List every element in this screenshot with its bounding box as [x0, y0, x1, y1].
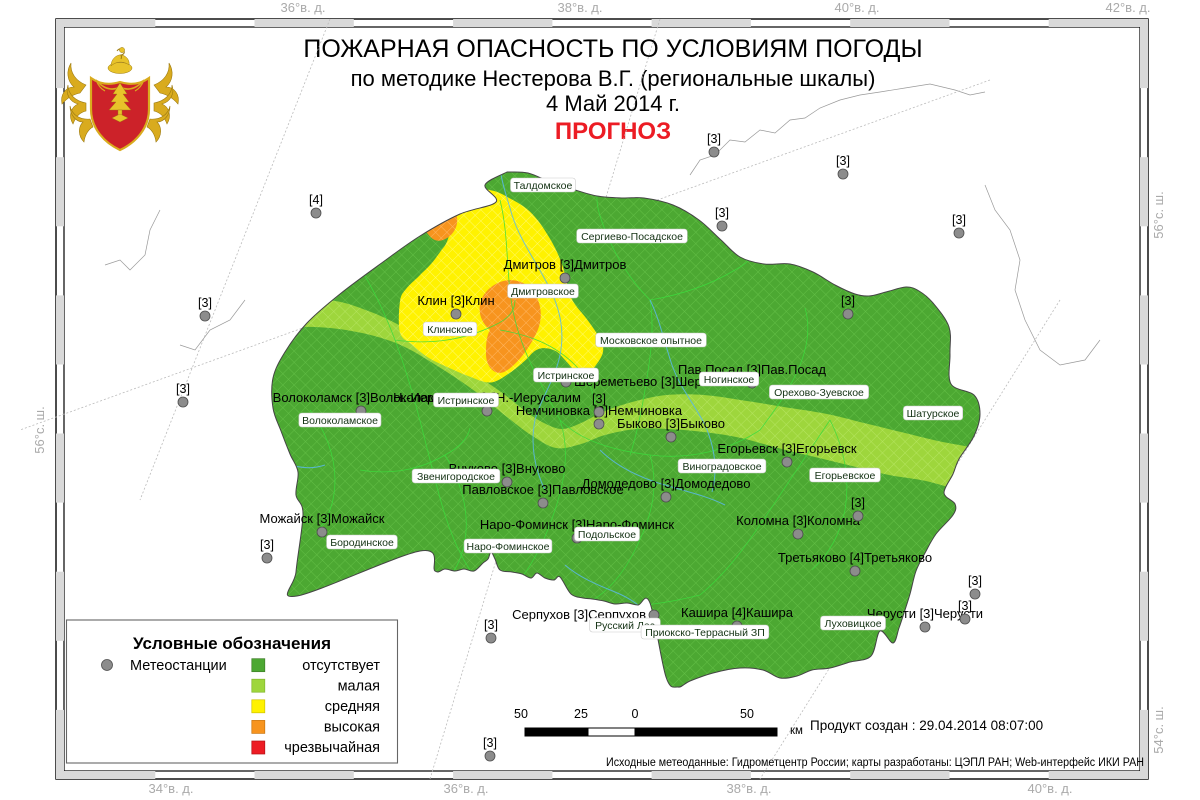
svg-text:Луховицкое: Луховицкое	[824, 618, 881, 630]
svg-text:[3]: [3]	[484, 618, 498, 632]
svg-text:34°в. д.: 34°в. д.	[149, 781, 194, 796]
svg-text:Истринское: Истринское	[538, 370, 595, 382]
svg-text:0: 0	[632, 707, 639, 721]
svg-text:36°в. д.: 36°в. д.	[444, 781, 489, 796]
svg-text:Продукт создан : 29.04.2014 08: Продукт создан : 29.04.2014 08:07:00	[810, 718, 1043, 733]
svg-text:[4]: [4]	[309, 193, 323, 207]
svg-text:Московское опытное: Московское опытное	[600, 335, 702, 347]
svg-text:Талдомское: Талдомское	[514, 180, 573, 192]
svg-text:средняя: средняя	[325, 699, 380, 715]
svg-text:[3]: [3]	[958, 599, 972, 613]
svg-text:Исходные метеоданные: Гидроме: Исходные метеоданные: Гидрометцентр Росс…	[606, 755, 1144, 769]
svg-text:38°в. д.: 38°в. д.	[558, 0, 603, 15]
svg-text:малая: малая	[338, 679, 380, 695]
svg-text:Кашира [4]Кашира: Кашира [4]Кашира	[681, 605, 794, 620]
svg-text:[3]: [3]	[198, 296, 212, 310]
svg-text:Дмитров [3]Дмитров: Дмитров [3]Дмитров	[504, 257, 627, 272]
svg-text:[3]: [3]	[176, 382, 190, 396]
svg-text:Третьяково [4]Третьяково: Третьяково [4]Третьяково	[778, 550, 932, 565]
svg-text:[3]: [3]	[592, 392, 606, 406]
svg-text:25: 25	[574, 707, 588, 721]
svg-text:по методике Нестерова В.Г. (ре: по методике Нестерова В.Г. (региональные…	[351, 66, 876, 91]
svg-text:Шатурское: Шатурское	[907, 408, 960, 420]
svg-text:ПРОГНОЗ: ПРОГНОЗ	[555, 118, 671, 145]
svg-text:Можайск [3]Можайск: Можайск [3]Можайск	[260, 511, 385, 526]
svg-text:Метеостанции: Метеостанции	[130, 658, 227, 674]
svg-text:Клин [3]Клин: Клин [3]Клин	[417, 293, 494, 308]
svg-text:[3]: [3]	[715, 206, 729, 220]
svg-text:[3]: [3]	[260, 538, 274, 552]
svg-text:40°в. д.: 40°в. д.	[835, 0, 880, 15]
svg-text:42°в. д.: 42°в. д.	[1106, 0, 1151, 15]
svg-text:38°в. д.: 38°в. д.	[727, 781, 772, 796]
svg-text:Сергиево-Посадское: Сергиево-Посадское	[581, 231, 683, 243]
svg-text:54°с. ш.: 54°с. ш.	[1151, 706, 1166, 753]
svg-text:Наро-Фоминское: Наро-Фоминское	[467, 541, 550, 553]
svg-text:Условные обозначения: Условные обозначения	[133, 634, 331, 653]
svg-text:высокая: высокая	[324, 720, 380, 736]
svg-text:[3]: [3]	[483, 736, 497, 750]
svg-text:Домодедово [3]Домодедово: Домодедово [3]Домодедово	[582, 476, 751, 491]
svg-text:Орехово-Зуевское: Орехово-Зуевское	[774, 387, 864, 399]
svg-text:Бородинское: Бородинское	[330, 537, 394, 549]
svg-text:Егорьевское: Егорьевское	[815, 470, 876, 482]
svg-text:Виноградовское: Виноградовское	[682, 461, 761, 473]
svg-text:[3]: [3]	[968, 574, 982, 588]
svg-text:[3]: [3]	[841, 294, 855, 308]
svg-text:50: 50	[740, 707, 754, 721]
svg-text:Звенигородское: Звенигородское	[417, 471, 495, 483]
svg-text:Подольское: Подольское	[578, 529, 636, 541]
svg-text:56°с. ш.: 56°с. ш.	[1151, 191, 1166, 238]
svg-text:км: км	[790, 725, 803, 737]
svg-text:[3]: [3]	[851, 496, 865, 510]
svg-text:Дмитровское: Дмитровское	[511, 286, 575, 298]
svg-text:Приокско-Террасный ЗП: Приокско-Террасный ЗП	[645, 627, 765, 639]
svg-text:[3]: [3]	[707, 132, 721, 146]
svg-text:чрезвычайная: чрезвычайная	[284, 740, 380, 756]
svg-text:Истринское: Истринское	[438, 395, 495, 407]
svg-text:4 Май 2014 г.: 4 Май 2014 г.	[546, 91, 680, 116]
svg-text:Ногинское: Ногинское	[704, 374, 755, 386]
svg-text:ПОЖАРНАЯ ОПАСНОСТЬ ПО УСЛОВИЯМ: ПОЖАРНАЯ ОПАСНОСТЬ ПО УСЛОВИЯМ ПОГОДЫ	[303, 35, 922, 63]
svg-text:Волоколамское: Волоколамское	[302, 415, 378, 427]
svg-text:отсутствует: отсутствует	[302, 658, 380, 674]
svg-text:36°в. д.: 36°в. д.	[281, 0, 326, 15]
svg-text:Коломна [3]Коломна: Коломна [3]Коломна	[736, 513, 860, 528]
svg-text:Быково [3]Быково: Быково [3]Быково	[617, 416, 725, 431]
svg-text:[3]: [3]	[952, 213, 966, 227]
svg-text:40°в. д.: 40°в. д.	[1028, 781, 1073, 796]
svg-text:50: 50	[514, 707, 528, 721]
svg-text:[3]: [3]	[836, 154, 850, 168]
svg-text:Клинское: Клинское	[427, 324, 473, 336]
svg-text:56°с. ш.: 56°с. ш.	[32, 406, 47, 453]
svg-text:Егорьевск [3]Егорьевск: Егорьевск [3]Егорьевск	[717, 441, 856, 456]
